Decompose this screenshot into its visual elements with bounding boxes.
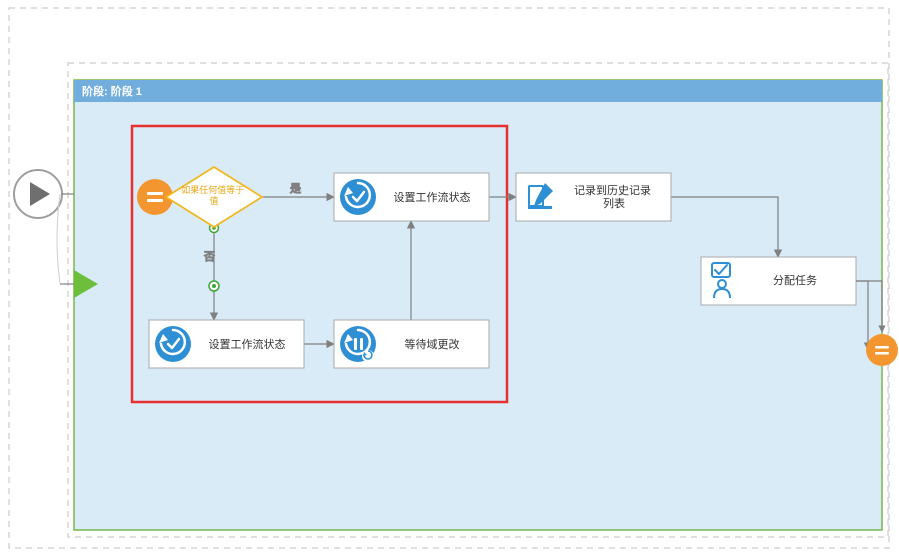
check-cycle-icon: [340, 179, 376, 215]
set-workflow-state-bottom[interactable]: 设置工作流状态: [149, 320, 304, 368]
edge-no-label: 否: [204, 251, 215, 263]
pause-cycle-icon: [340, 326, 376, 362]
wait-field-change-node[interactable]: 等待域更改: [334, 320, 489, 368]
wait-change-label: 等待域更改: [405, 337, 460, 351]
log-icon: [522, 179, 558, 215]
start-marker[interactable]: [14, 170, 62, 218]
log-history-node[interactable]: 记录到历史记录 列表: [516, 173, 671, 221]
set-state-bottom-label: 设置工作流状态: [209, 337, 286, 351]
set-workflow-state-top[interactable]: 设置工作流状态: [334, 173, 489, 221]
assign-task-node[interactable]: 分配任务: [701, 257, 856, 305]
edge-yes-label: 是: [290, 182, 301, 195]
check-cycle-icon: [155, 326, 191, 362]
equals-icon-right[interactable]: [866, 334, 898, 366]
set-state-top-label: 设置工作流状态: [394, 190, 471, 204]
stage-title: 阶段: 阶段 1: [82, 84, 142, 98]
workflow-diagram: 阶段: 阶段 1 是 否: [0, 0, 899, 558]
assign-task-label: 分配任务: [773, 274, 817, 287]
